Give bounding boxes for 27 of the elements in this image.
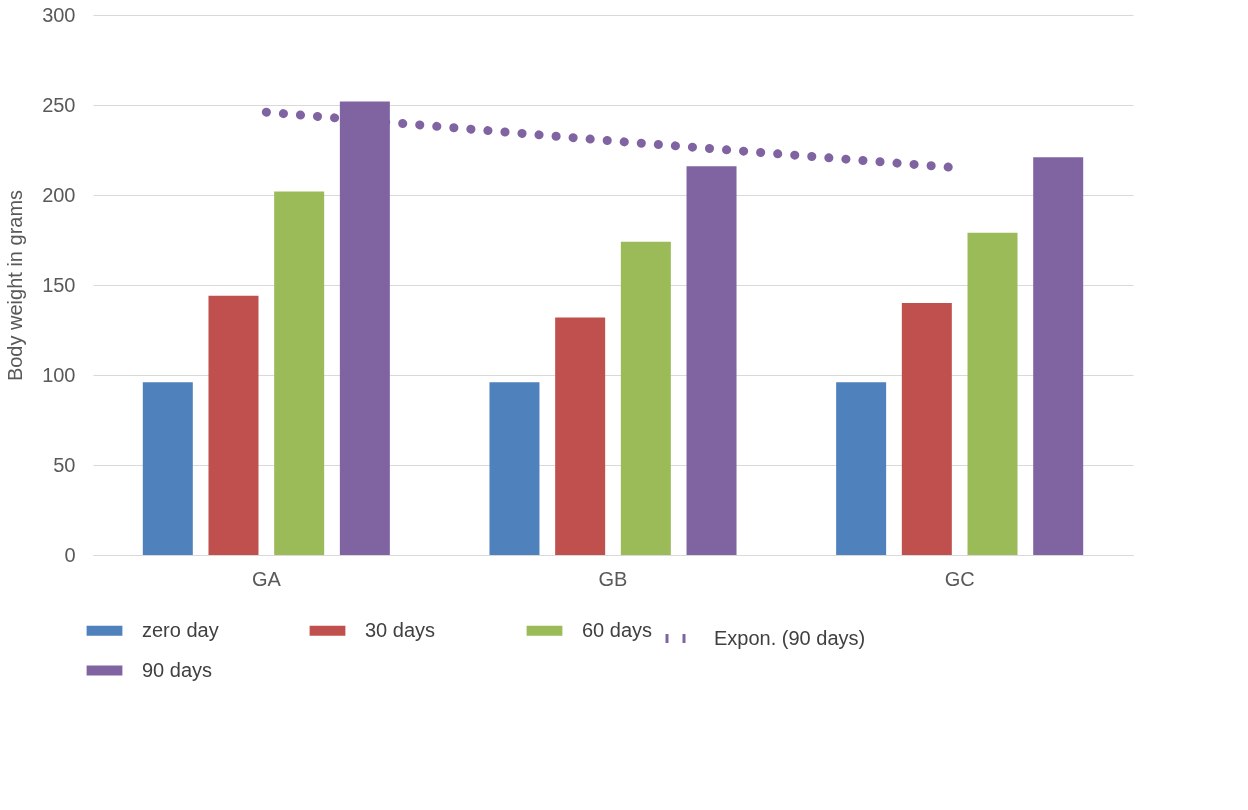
legend-label: 90 days xyxy=(142,658,213,681)
y-axis-title: Body weight in grams xyxy=(4,189,27,382)
bar xyxy=(1033,157,1084,555)
y-tick-label: 300 xyxy=(42,3,76,26)
legend-label: 60 days xyxy=(582,618,653,641)
y-tick-label: 0 xyxy=(64,543,76,566)
y-tick-label: 200 xyxy=(42,183,76,206)
bar xyxy=(555,317,606,555)
legend-label: zero day xyxy=(142,618,219,641)
legend-label: Expon. (90 days) xyxy=(714,626,866,649)
bar xyxy=(901,303,952,555)
y-tick-label: 150 xyxy=(42,273,76,296)
bar xyxy=(967,232,1018,555)
y-tick-label: 100 xyxy=(42,363,76,386)
bar xyxy=(274,191,325,555)
x-tick-label: GB xyxy=(598,567,628,590)
bar xyxy=(489,382,540,555)
bar xyxy=(686,166,737,555)
bar xyxy=(836,382,887,555)
y-tick-label: 50 xyxy=(53,453,76,476)
legend-label: 30 days xyxy=(365,618,436,641)
x-tick-label: GC xyxy=(944,567,975,590)
bar xyxy=(142,382,193,555)
y-tick-label: 250 xyxy=(42,93,76,116)
bar xyxy=(620,241,671,555)
bar xyxy=(208,295,259,555)
x-tick-label: GA xyxy=(251,567,282,590)
